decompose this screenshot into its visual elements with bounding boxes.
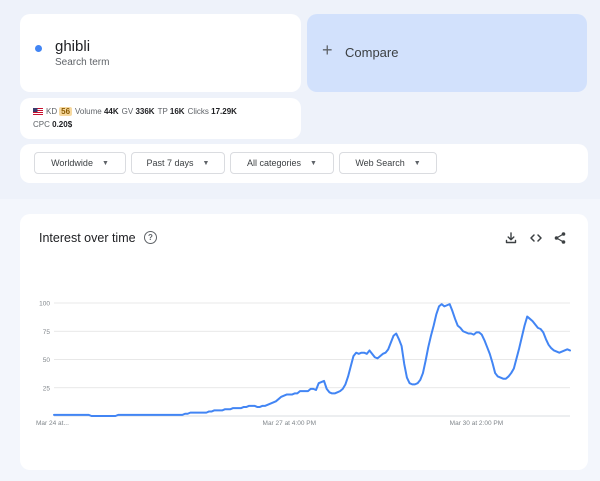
interest-line-chart: 25 50 75 100 Mar 24 at... Mar 27 at 4:00 PM Ma…	[36, 301, 571, 427]
x-tick-label: Mar 30 at 2:00 PM	[450, 420, 503, 427]
us-flag-icon	[33, 108, 43, 115]
kd-badge: 56	[59, 107, 73, 116]
interest-over-time-card: Interest over time ? 25 50 75 100 Mar 24 at.…	[20, 214, 588, 470]
volume-value: 44K	[103, 107, 119, 116]
chart-panel-title: Interest over time	[39, 231, 136, 245]
help-circle-icon[interactable]: ?	[144, 231, 157, 244]
series-line-ghibli[interactable]	[53, 303, 571, 417]
download-icon[interactable]	[504, 231, 518, 245]
x-tick-label: Mar 24 at...	[36, 420, 69, 427]
plus-icon: +	[322, 40, 333, 60]
tp-value: 16K	[169, 107, 185, 116]
search-term-type-label: Search term	[55, 57, 110, 68]
search-term-card[interactable]: ghibli Search term	[20, 14, 301, 92]
search-term-name[interactable]: ghibli	[55, 38, 91, 55]
y-tick-label: 25	[43, 385, 51, 392]
kd-label: KD	[46, 107, 58, 116]
category-dropdown[interactable]: All categories ▼	[230, 152, 334, 174]
gv-value: 336K	[135, 107, 155, 116]
clicks-value: 17.29K	[211, 107, 237, 116]
metrics-row-2: CPC 0.20$	[33, 120, 72, 129]
metrics-row-1: KD 56 Volume 44K GV 336K TP 16K Clicks 17.29K	[33, 107, 237, 116]
clicks-label: Clicks	[187, 107, 209, 116]
filter-bar: Worldwide ▼ Past 7 days ▼ All categories ▼ …	[20, 144, 588, 183]
search-property-dropdown[interactable]: Web Search ▼	[339, 152, 437, 174]
volume-label: Volume	[75, 107, 102, 116]
category-dropdown-label: All categories	[247, 158, 302, 168]
share-icon[interactable]	[553, 231, 567, 245]
caret-down-icon: ▼	[101, 159, 109, 167]
caret-down-icon: ▼	[413, 159, 421, 167]
time-range-dropdown[interactable]: Past 7 days ▼	[131, 152, 225, 174]
time-range-dropdown-label: Past 7 days	[146, 158, 194, 168]
y-tick-label: 50	[43, 357, 51, 364]
embed-code-icon[interactable]	[529, 231, 543, 245]
keyword-metrics-card: KD 56 Volume 44K GV 336K TP 16K Clicks 17.29K…	[20, 98, 301, 139]
series-color-dot	[35, 45, 42, 52]
x-tick-label: Mar 27 at 4:00 PM	[263, 420, 316, 427]
cpc-label: CPC	[33, 120, 50, 129]
region-dropdown[interactable]: Worldwide ▼	[34, 152, 126, 174]
caret-down-icon: ▼	[310, 159, 317, 167]
compare-button[interactable]: + Compare	[307, 14, 587, 92]
cpc-value: 0.20$	[52, 120, 73, 129]
tp-label: TP	[157, 107, 168, 116]
compare-label: Compare	[345, 45, 399, 60]
gv-label: GV	[121, 107, 134, 116]
caret-down-icon: ▼	[202, 159, 210, 167]
search-property-dropdown-label: Web Search	[355, 158, 405, 168]
y-tick-label: 100	[39, 301, 50, 308]
y-tick-label: 75	[43, 329, 51, 336]
region-dropdown-label: Worldwide	[51, 158, 93, 168]
